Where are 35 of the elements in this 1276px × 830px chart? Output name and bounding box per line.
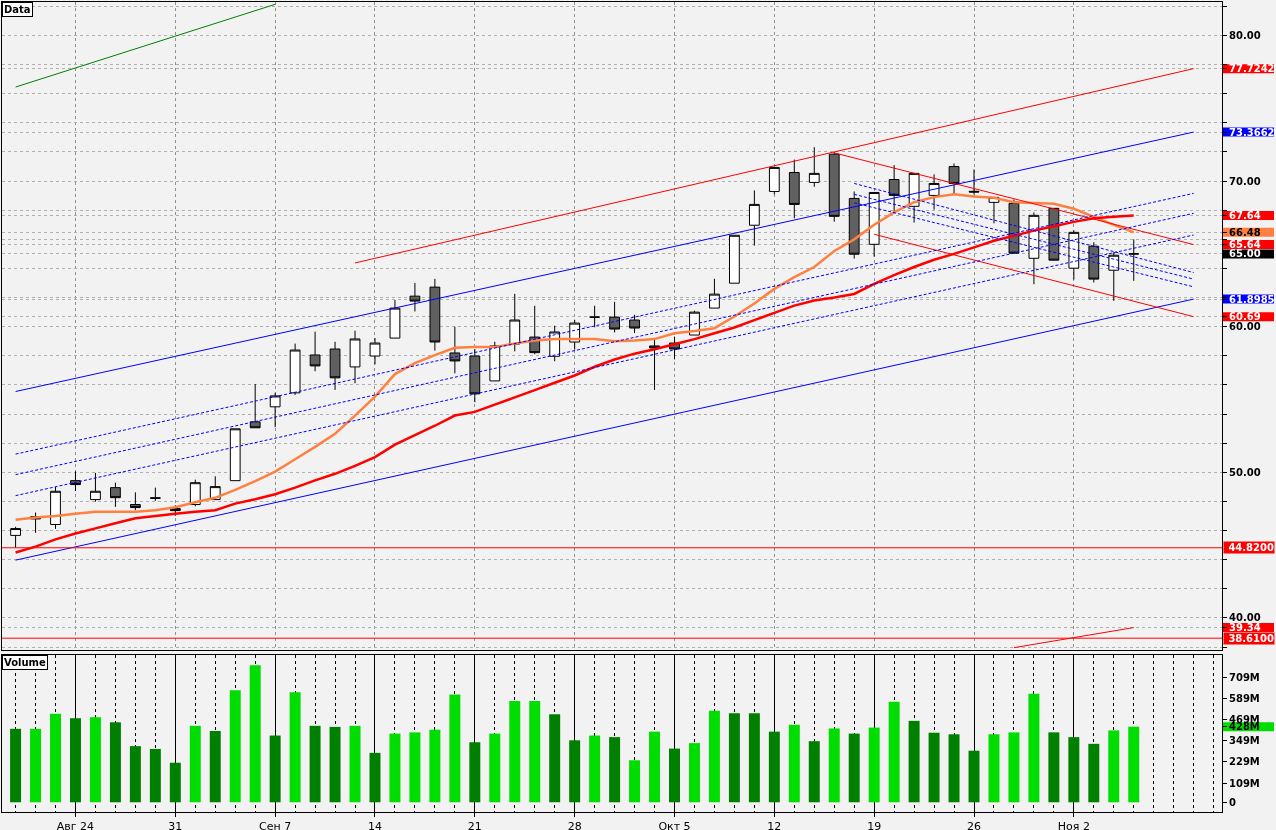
y-tick-label: 80.00 (1229, 29, 1261, 41)
x-tick-label: 14 (367, 820, 382, 830)
y-tick-label: 60.00 (1229, 321, 1261, 333)
x-tick-label: 19 (867, 820, 882, 830)
x-tick-label: 26 (967, 820, 982, 830)
chart-title: Data (4, 4, 31, 15)
y-tick-label: 50.00 (1229, 466, 1261, 478)
y-tick-label: 0 (1229, 796, 1236, 808)
y-tick-label: 65.64 (1229, 239, 1261, 251)
y-tick-label: 67.64 (1229, 209, 1261, 221)
y-tick-label: 61.8985 (1229, 293, 1275, 305)
y-tick-label: 77.7242 (1229, 63, 1275, 75)
chart-title: Volume (4, 657, 47, 668)
x-tick-label: 28 (567, 820, 582, 830)
y-tick-label: 65.00 (1229, 248, 1261, 260)
x-tick-label: 12 (767, 820, 782, 830)
x-tick-label: Авг 24 (56, 820, 95, 830)
y-tick-label: 229M (1229, 756, 1260, 768)
y-tick-label: 60.69 (1229, 311, 1261, 323)
y-tick-label: 40.00 (1229, 612, 1261, 624)
ref-line-label: 44.8200 (1228, 542, 1274, 553)
x-tick-label: 31 (168, 820, 183, 830)
y-tick-label: 70.00 (1229, 175, 1261, 187)
x-tick-label: Окт 5 (658, 820, 691, 830)
y-tick-label: 709M (1229, 671, 1260, 683)
y-tick-label: 349M (1229, 735, 1260, 747)
y-tick-label: 109M (1229, 777, 1260, 789)
x-tick-label: Сен 7 (259, 820, 292, 830)
y-tick-label: 39.34 (1229, 622, 1261, 634)
y-tick-label: 66.48 (1229, 226, 1261, 238)
x-tick-label: Ноя 2 (1057, 820, 1090, 830)
y-tick-label: 589M (1229, 692, 1260, 704)
y-tick-label: 73.3662 (1229, 126, 1275, 138)
ref-line-label: 38.6100 (1228, 633, 1274, 644)
x-tick-label: 21 (467, 820, 482, 830)
